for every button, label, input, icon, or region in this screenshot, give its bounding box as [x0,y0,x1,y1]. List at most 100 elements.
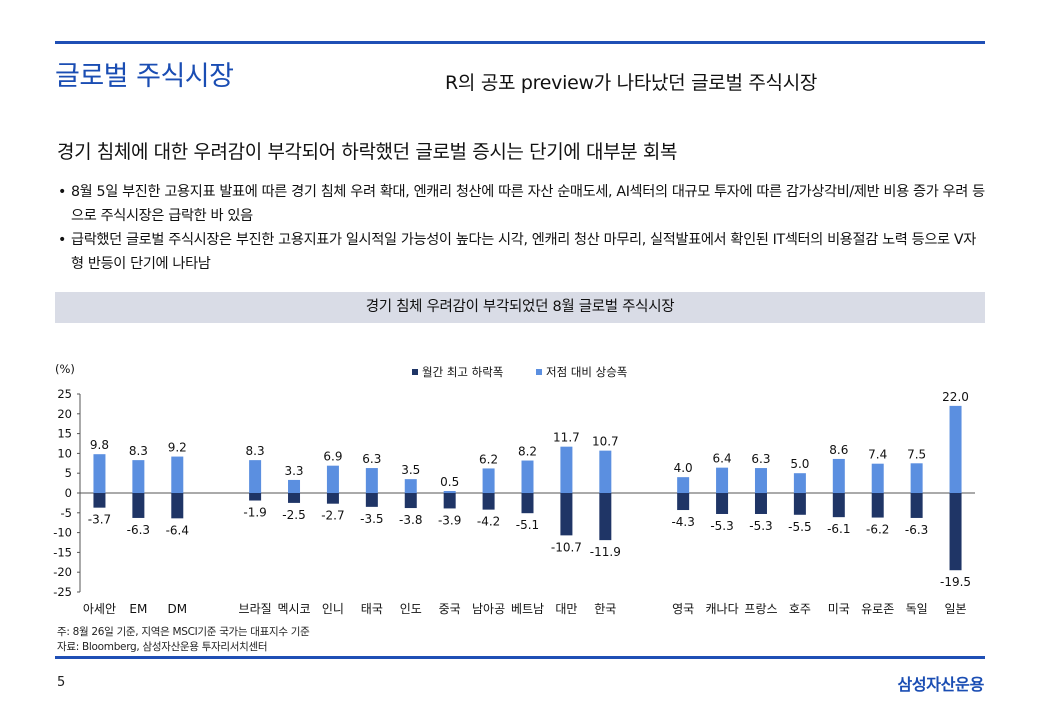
chart-banner: 경기 침체 우려감이 부각되었던 8월 글로벌 주식시장 [55,292,985,323]
data-label-drop: -5.5 [788,520,811,534]
bar-drop [793,493,806,515]
headline: 경기 침체에 대한 우려감이 부각되어 하락했던 글로벌 증시는 단기에 대부분… [57,141,678,163]
y-tick-label: 20 [57,407,72,421]
data-label-drop: -6.3 [127,523,150,537]
bar-drop [871,493,884,518]
x-tick-label: 인도 [400,602,422,616]
x-tick-label: 유로존 [861,602,894,616]
data-label-drop: -11.9 [590,545,621,559]
bar-rise [832,458,845,493]
bar-drop [754,493,767,514]
x-tick-label: 영국 [672,602,694,616]
x-tick-label: 호주 [789,602,811,616]
data-label-rise: 8.3 [129,444,148,458]
bar-rise [754,468,767,493]
bar-drop [132,493,145,518]
y-tick-label: 25 [57,387,72,401]
bar-rise [910,463,923,493]
bar-drop [404,493,417,509]
y-tick-label: -10 [53,526,72,540]
x-tick-label: 미국 [828,602,850,616]
x-tick-label: 중국 [439,602,461,616]
y-tick-label: 5 [65,466,72,480]
bullet-item: • 8월 5일 부진한 고용지표 발표에 따른 경기 침체 우려 확대, 엔캐리… [57,180,987,228]
bar-rise [560,446,573,493]
x-tick-label: 캐나다 [706,602,739,616]
legend-swatch [412,369,418,375]
data-label-drop: -3.5 [360,512,383,526]
data-label-rise: 9.8 [90,438,109,452]
bar-rise [871,463,884,493]
legend-label: 저점 대비 상승폭 [546,365,627,379]
data-label-rise: 11.7 [553,431,580,445]
data-label-drop: -3.9 [438,513,461,527]
bar-drop [482,493,495,510]
bar-rise [443,491,456,493]
section-title: 글로벌 주식시장 [55,61,234,92]
chart-banner-title: 경기 침체 우려감이 부각되었던 8월 글로벌 주식시장 [365,299,675,315]
data-label-drop: -10.7 [551,540,582,554]
bar-rise [249,460,262,493]
bar-rise [404,479,417,493]
chart-source: 주: 8월 26일 기준, 지역은 MSCI기준 국가는 대표지수 기준 자료:… [57,625,310,655]
chart-credit: 자료: Bloomberg, 삼성자산운용 투자리서치센터 [57,641,268,653]
data-label-rise: 6.9 [323,450,342,464]
bullet-text: 8월 5일 부진한 고용지표 발표에 따른 경기 침체 우려 확대, 엔캐리 청… [71,184,985,224]
bar-drop [249,493,262,501]
bar-rise [365,468,378,493]
bullet-marker: • [58,232,67,248]
x-tick-label: DM [167,602,187,616]
y-tick-label: 10 [57,446,72,460]
bar-drop [599,493,612,541]
x-tick-label: 한국 [594,602,616,616]
bar-drop [832,493,845,518]
data-label-rise: 3.3 [284,464,303,478]
page-number: 5 [57,675,66,690]
bar-rise [132,460,145,493]
y-tick-label: -25 [53,585,72,599]
slide-subtitle: R의 공포 preview가 나타났던 글로벌 주식시장 [445,72,818,94]
bar-drop [560,493,573,536]
data-label-drop: -6.3 [905,523,928,537]
bar-drop [365,493,378,507]
top-rule [55,41,985,44]
bullet-list: • 8월 5일 부진한 고용지표 발표에 따른 경기 침체 우려 확대, 엔캐리… [57,180,987,276]
x-tick-label: 프랑스 [744,602,777,616]
data-label-drop: -6.4 [166,523,189,537]
x-tick-label: 독일 [906,602,928,616]
legend-label: 월간 최고 하락폭 [422,365,503,379]
data-label-drop: -5.1 [516,518,539,532]
bar-drop [949,493,962,571]
data-label-rise: 22.0 [942,390,969,404]
data-label-drop: -2.7 [321,509,344,523]
data-label-drop: -5.3 [749,519,772,533]
data-label-rise: 9.2 [168,441,187,455]
data-label-rise: 8.3 [246,444,265,458]
data-label-rise: 3.5 [401,463,420,477]
bar-rise [599,450,612,493]
bar-drop [171,493,184,519]
data-label-rise: 8.2 [518,445,537,459]
data-label-rise: 4.0 [674,461,693,475]
data-label-drop: -1.9 [243,506,266,520]
bar-rise [716,467,729,493]
y-tick-label: 0 [65,486,72,500]
bar-drop [716,493,729,514]
bar-rise [677,477,690,493]
data-label-drop: -3.8 [399,513,422,527]
data-label-drop: -19.5 [940,575,971,589]
bar-drop [326,493,339,504]
x-tick-label: 인니 [322,602,344,616]
bullet-item: • 급락했던 글로벌 주식시장은 부진한 고용지표가 일시적일 가능성이 높다는… [57,228,987,276]
x-tick-label: 멕시코 [277,602,310,616]
y-tick-label: 15 [57,427,72,441]
x-tick-label: EM [129,602,147,616]
bar-rise [93,454,106,493]
data-label-rise: 6.3 [751,452,770,466]
y-axis-label: (%) [55,362,75,376]
data-label-rise: 10.7 [592,435,619,449]
y-tick-label: -5 [61,506,72,520]
data-label-drop: -6.2 [866,523,889,537]
bar-drop [677,493,690,511]
y-tick-label: -20 [53,565,72,579]
